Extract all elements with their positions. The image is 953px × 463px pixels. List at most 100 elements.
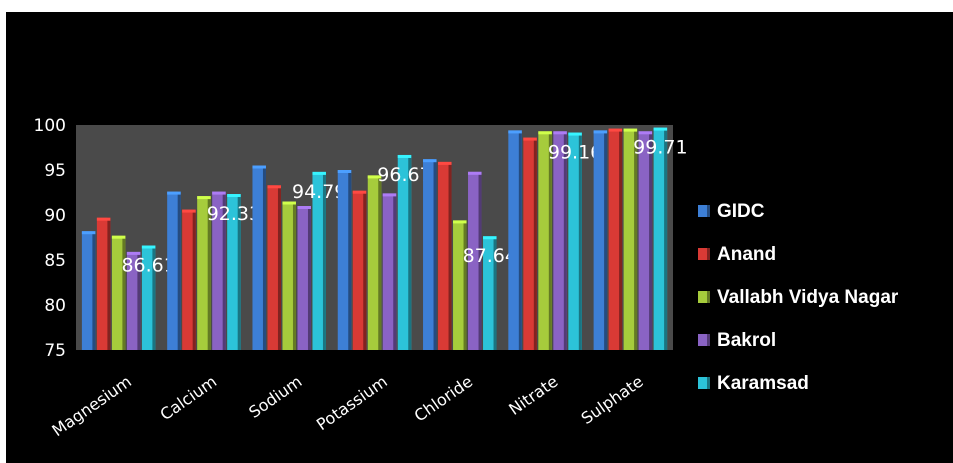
bar-top — [653, 127, 668, 131]
bar — [141, 245, 156, 350]
y-tick-label: 75 — [44, 341, 66, 361]
bar — [568, 132, 582, 350]
bar-top — [212, 191, 226, 195]
bar — [468, 171, 482, 350]
bar — [352, 190, 367, 350]
bar — [312, 171, 326, 350]
legend-swatch-shade — [707, 377, 710, 389]
bar-shade — [363, 190, 367, 350]
bar-shade — [548, 131, 552, 350]
bar-shade — [322, 171, 326, 350]
bar-top — [423, 159, 437, 163]
bar-top — [297, 206, 311, 209]
bar-shade — [107, 217, 111, 350]
bar-top — [352, 190, 367, 194]
bar-top — [197, 196, 211, 200]
bar-shade — [448, 161, 452, 350]
bar — [182, 209, 196, 350]
bar-shade — [433, 159, 437, 350]
bar-top — [553, 131, 567, 135]
bar-shade — [649, 131, 653, 350]
legend-swatch-shade — [707, 205, 710, 217]
y-tick-label: 100 — [34, 116, 66, 136]
bar — [96, 217, 111, 350]
legend-swatch-shade — [707, 291, 710, 303]
bar-top — [568, 132, 582, 136]
bar-top — [252, 165, 266, 169]
chart-frame: 75 80 85 90 95 100 86.61 Magnesium 92.33 Calcium 9… — [6, 12, 953, 463]
legend-swatch-shade — [707, 248, 710, 260]
data-label: 99.16 — [548, 142, 602, 164]
bar-shade — [408, 154, 412, 350]
bar-top — [81, 231, 96, 235]
bar-top — [337, 170, 352, 173]
bar-top — [282, 201, 296, 205]
bar — [423, 159, 437, 350]
legend-label: GIDC — [717, 201, 765, 222]
bar-top — [96, 217, 111, 221]
bar — [397, 154, 412, 350]
x-tick-label: Calcium — [157, 372, 221, 424]
bar-top — [382, 193, 397, 197]
x-tick-label: Potassium — [313, 372, 391, 434]
bar — [453, 220, 467, 350]
bar — [337, 170, 352, 350]
bar — [638, 131, 653, 350]
bar-shade — [307, 206, 311, 350]
bar-shade — [122, 235, 126, 350]
bar-shade — [578, 132, 582, 350]
bar — [508, 130, 522, 350]
bar — [212, 191, 226, 350]
bar-top — [508, 130, 522, 134]
bar-top — [367, 175, 382, 179]
bar-top — [523, 137, 537, 141]
data-label: 86.61 — [121, 255, 175, 277]
bar-shade — [533, 137, 537, 350]
bar — [197, 196, 211, 350]
bar — [227, 194, 241, 350]
data-label: 96.67 — [377, 164, 431, 186]
bar — [523, 137, 537, 350]
bar-shade — [493, 236, 497, 350]
bar-top — [141, 245, 156, 249]
bar-shade — [563, 131, 567, 350]
legend-swatch-shade — [707, 334, 710, 346]
bar — [282, 201, 296, 350]
bar-shade — [277, 185, 281, 350]
bar-top — [182, 209, 196, 213]
bar — [167, 191, 181, 350]
bar — [438, 161, 452, 350]
bar — [367, 175, 382, 350]
bar-shade — [92, 231, 96, 350]
bar-shade — [348, 170, 352, 350]
bar-top — [167, 191, 181, 195]
bar — [593, 130, 608, 350]
bar-shade — [478, 171, 482, 350]
bar-top — [593, 130, 608, 134]
bar-top — [468, 171, 482, 175]
x-tick-label: Chloride — [411, 372, 476, 426]
bar-shade — [292, 201, 296, 350]
bar-shade — [634, 128, 638, 350]
bar-shade — [378, 175, 382, 350]
bar-shade — [619, 128, 623, 350]
legend-label: Karamsad — [717, 373, 809, 394]
bar-top — [111, 235, 126, 239]
bar-shade — [137, 251, 141, 350]
bar — [81, 231, 96, 350]
legend-label: Anand — [717, 244, 776, 265]
bar — [623, 128, 638, 350]
bar-shade — [518, 130, 522, 350]
bar — [111, 235, 126, 350]
x-tick-label: Nitrate — [505, 372, 561, 419]
x-tick-label: Sodium — [245, 372, 305, 422]
y-tick-label: 95 — [44, 161, 66, 181]
bar-top — [483, 236, 497, 240]
data-label: 92.33 — [207, 203, 261, 225]
bar — [553, 131, 567, 350]
legend-label: Vallabh Vidya Nagar — [717, 287, 899, 308]
bar-shade — [152, 245, 156, 350]
bar-top — [227, 194, 241, 198]
bar-top — [312, 171, 326, 175]
data-label: 99.71 — [633, 137, 687, 159]
